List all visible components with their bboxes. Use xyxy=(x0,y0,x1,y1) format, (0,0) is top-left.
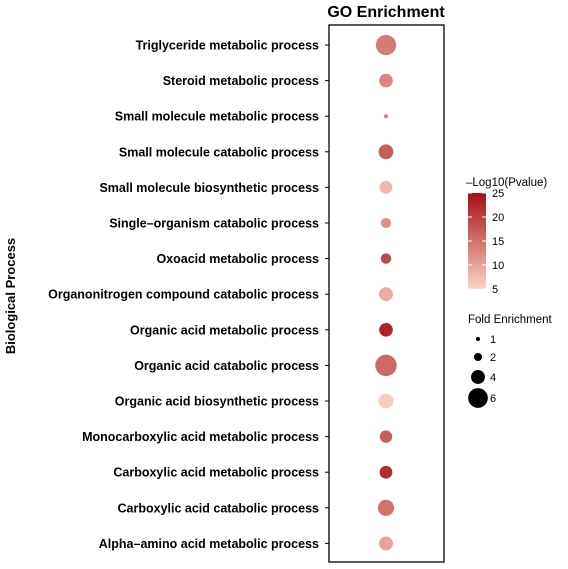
data-point xyxy=(376,35,396,55)
size-legend-label: 1 xyxy=(490,334,496,346)
data-point xyxy=(379,74,393,88)
term-label: Small molecule metabolic process xyxy=(115,110,319,124)
data-point xyxy=(381,253,391,263)
size-legend-label: 6 xyxy=(490,393,496,405)
term-label: Monocarboxylic acid metabolic process xyxy=(82,430,319,444)
size-legend-dot xyxy=(471,370,485,384)
term-label: Organic acid catabolic process xyxy=(134,359,319,373)
term-label: Small molecule catabolic process xyxy=(119,145,319,159)
data-point xyxy=(380,430,392,442)
data-point xyxy=(379,323,393,337)
color-legend-tick-label: 10 xyxy=(492,260,504,272)
color-legend-title: –Log10(Pvalue) xyxy=(466,177,547,189)
color-legend-tick-label: 15 xyxy=(492,236,504,248)
term-label: Organic acid biosynthetic process xyxy=(115,395,319,409)
term-label: Alpha–amino acid metabolic process xyxy=(99,537,319,551)
term-labels: Triglyceride metabolic process Steroid me… xyxy=(48,39,329,551)
term-label: Carboxylic acid catabolic process xyxy=(118,501,320,515)
term-label: Single–organism catabolic process xyxy=(109,217,319,231)
term-label: Organonitrogen compound catabolic proces… xyxy=(48,288,319,302)
color-legend-tick-label: 5 xyxy=(492,284,498,296)
term-label: Carboxylic acid metabolic process xyxy=(113,466,319,480)
size-legend-label: 4 xyxy=(490,372,496,384)
size-legend-title: Fold Enrichment xyxy=(468,314,553,326)
chart-title: GO Enrichment xyxy=(327,4,445,21)
size-legend-items: 1 2 4 6 xyxy=(468,334,496,408)
term-label: Oxoacid metabolic process xyxy=(156,252,319,266)
size-legend-dot xyxy=(476,337,480,341)
term-label: Triglyceride metabolic process xyxy=(136,39,319,53)
data-point xyxy=(380,181,393,194)
data-point xyxy=(384,114,388,118)
term-label: Small molecule biosynthetic process xyxy=(99,181,319,195)
data-point xyxy=(375,355,396,376)
data-point xyxy=(380,466,393,479)
size-legend-dot xyxy=(468,388,488,408)
color-legend-tick-label: 20 xyxy=(492,212,504,224)
data-point xyxy=(379,287,393,301)
data-point xyxy=(379,144,394,159)
color-legend-tick-label: 25 xyxy=(492,188,504,200)
data-point xyxy=(379,536,393,550)
size-legend-dot xyxy=(474,353,482,361)
data-point xyxy=(379,394,394,409)
term-label: Steroid metabolic process xyxy=(163,74,319,88)
data-point xyxy=(381,218,391,228)
y-axis-title: Biological Process xyxy=(3,238,18,354)
data-point xyxy=(378,500,394,516)
size-legend-label: 2 xyxy=(490,352,496,364)
term-label: Organic acid metabolic process xyxy=(130,323,319,337)
